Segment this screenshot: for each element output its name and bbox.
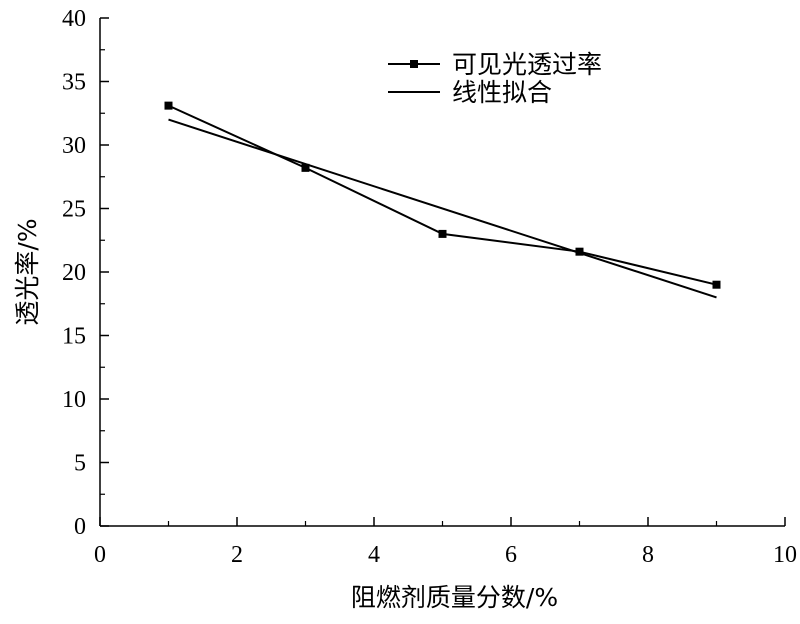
x-tick-label: 8 [642, 542, 654, 568]
x-tick-label: 0 [94, 542, 106, 568]
x-tick-label: 6 [505, 542, 517, 568]
x-axis-title: 阻燃剂质量分数/% [351, 583, 558, 612]
y-tick-label: 5 [74, 451, 86, 477]
y-tick-label: 30 [62, 133, 86, 159]
linear-fit-line [168, 118, 717, 299]
y-ticks: 0 5 10 15 20 25 30 35 40 [62, 6, 109, 540]
legend-label: 线性拟合 [452, 78, 552, 107]
y-tick-label: 0 [74, 514, 86, 540]
x-tick-label: 2 [231, 542, 243, 568]
x-tick-label: 4 [368, 542, 380, 568]
y-tick-label: 20 [62, 260, 86, 286]
data-point [575, 247, 584, 256]
y-axis-title: 透光率/% [13, 218, 42, 325]
legend-marker [410, 60, 418, 68]
y-tick-label: 35 [62, 70, 86, 96]
y-tick-label: 15 [62, 324, 86, 350]
data-point [438, 229, 447, 238]
plot-area [164, 101, 721, 299]
data-point [712, 280, 721, 289]
y-tick-label: 25 [62, 197, 86, 223]
x-tick-label: 10 [773, 542, 797, 568]
x-ticks: 0 2 4 6 8 10 [94, 517, 797, 568]
data-point [164, 101, 173, 110]
data-point [301, 163, 310, 172]
y-tick-label: 40 [62, 6, 86, 32]
y-tick-label: 10 [62, 387, 86, 413]
legend-label: 可见光透过率 [452, 50, 602, 79]
